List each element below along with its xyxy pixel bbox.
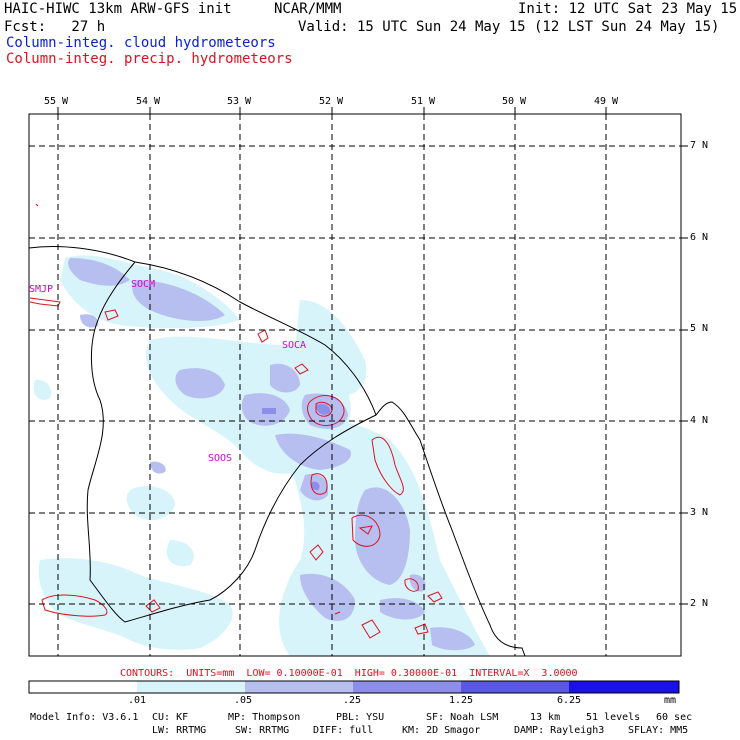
model-info: SFLAY: MM5	[628, 725, 689, 736]
model-info: MP: Thompson	[228, 712, 301, 723]
valid-time: Valid: 15 UTC Sun 24 May 15 (12 LST Sun …	[298, 19, 720, 35]
colorbar-tick: .01	[128, 695, 147, 706]
hydrometeor-fields	[29, 114, 681, 656]
organization: NCAR/MMM	[274, 1, 342, 17]
lat-lon-grid	[29, 114, 681, 656]
lat-label: 2 N	[690, 598, 709, 609]
lat-label: 7 N	[690, 140, 709, 151]
model-info: DAMP: Rayleigh3	[514, 725, 605, 736]
model-info: DIFF: full	[313, 725, 374, 736]
init-time: Init: 12 UTC Sat 23 May 15	[518, 1, 738, 17]
field-cloud-label: Column-integ. cloud hydrometeors	[6, 35, 276, 51]
model-info: Model Info: V3.6.1	[30, 712, 139, 723]
colorbar-tick: .05	[234, 695, 253, 706]
model-info: SW: RRTMG	[235, 725, 290, 736]
colorbar	[28, 680, 680, 694]
tick-marks	[57, 107, 688, 605]
colorbar-tick: .25	[343, 695, 362, 706]
station-label: SOCM	[131, 279, 156, 290]
forecast-hour: Fcst: 27 h	[4, 19, 106, 35]
lon-label: 53 W	[227, 96, 252, 107]
model-info: 13 km	[530, 712, 561, 723]
cloud-shading-high	[262, 403, 331, 491]
model-info: SF: Noah LSM	[426, 712, 499, 723]
colorbar-tick: 1.25	[449, 695, 474, 706]
lat-label: 4 N	[690, 415, 709, 426]
model-info: LW: RRTMG	[152, 725, 207, 736]
model-info: 60 sec	[656, 712, 693, 723]
lon-label: 55 W	[44, 96, 69, 107]
station-label: SOOS	[208, 453, 233, 464]
colorbar-unit: mm	[664, 695, 677, 706]
lon-label: 51 W	[411, 96, 436, 107]
lon-label: 54 W	[136, 96, 161, 107]
lat-label: 6 N	[690, 232, 709, 243]
station-label: SOCA	[282, 340, 307, 351]
model-info: 51 levels	[586, 712, 641, 723]
lon-label: 52 W	[319, 96, 344, 107]
station-label: SMJP	[29, 284, 54, 295]
lat-label: 5 N	[690, 323, 709, 334]
coastline-borders	[29, 246, 526, 656]
lon-label: 49 W	[594, 96, 619, 107]
lon-label: 50 W	[502, 96, 527, 107]
colorbar-tick: 6.25	[557, 695, 582, 706]
field-precip-label: Column-integ. precip. hydrometeors	[6, 51, 293, 67]
contour-info: CONTOURS: UNITS=mm LOW= 0.10000E-01 HIGH…	[120, 668, 578, 679]
model-info: PBL: YSU	[336, 712, 385, 723]
lat-label: 3 N	[690, 507, 709, 518]
cloud-shading-mid	[68, 258, 475, 651]
model-info: CU: KF	[152, 712, 189, 723]
model-title: HAIC-HIWC 13km ARW-GFS init	[4, 1, 232, 17]
map-frame	[28, 113, 682, 657]
model-info: KM: 2D Smagor	[402, 725, 481, 736]
